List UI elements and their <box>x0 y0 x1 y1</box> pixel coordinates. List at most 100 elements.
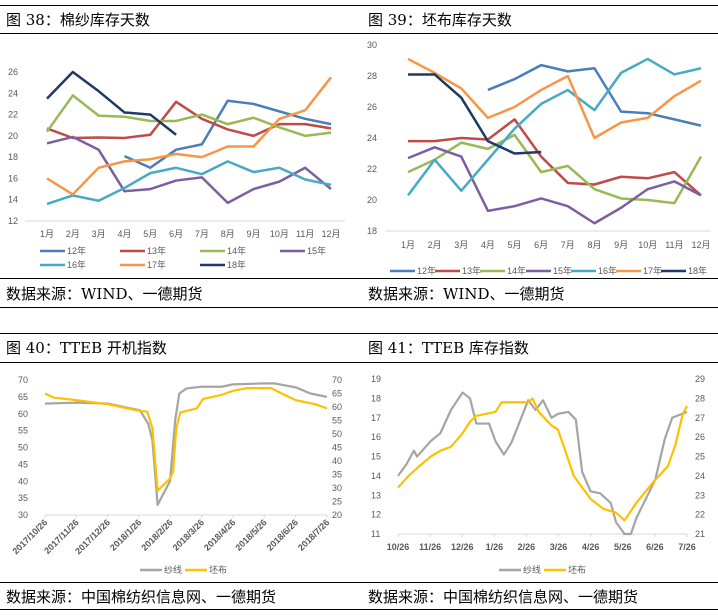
right-y-tick-label: 70 <box>332 375 342 385</box>
x-tick-label: 9月 <box>247 229 261 239</box>
x-tick-label: 7月 <box>195 229 209 239</box>
x-tick-label: 11/26 <box>419 542 441 552</box>
series-line-坯布 <box>397 397 688 522</box>
divider <box>0 278 718 279</box>
y-tick-label: 22 <box>8 110 18 120</box>
right-y-tick-label: 45 <box>332 443 342 453</box>
x-tick-label: 2/26 <box>518 542 536 552</box>
x-tick-label: 2018/3/26 <box>171 517 206 552</box>
left-y-tick-label: 60 <box>18 409 28 419</box>
right-y-tick-label: 28 <box>695 393 705 403</box>
x-tick-label: 2018/4/26 <box>202 517 237 552</box>
right-y-tick-label: 24 <box>695 471 705 481</box>
right-y-tick-label: 22 <box>695 510 705 520</box>
legend-label: 纱线 <box>164 564 182 575</box>
x-tick-label: 3月 <box>92 229 106 239</box>
series-line-12年 <box>487 63 702 127</box>
legend-label: 14年 <box>507 265 526 276</box>
series-line-16年 <box>406 57 702 197</box>
right-y-tick-label: 23 <box>695 490 705 500</box>
x-tick-label: 6/26 <box>646 542 664 552</box>
y-tick-label: 26 <box>8 67 18 77</box>
x-tick-label: 10月 <box>638 240 657 250</box>
x-tick-label: 12/26 <box>451 542 474 552</box>
divider <box>0 333 718 334</box>
left-y-tick-label: 50 <box>18 443 28 453</box>
series-line-13年 <box>408 118 702 197</box>
left-y-tick-label: 45 <box>18 459 28 469</box>
x-tick-label: 7月 <box>561 240 575 250</box>
right-y-tick-label: 50 <box>332 429 342 439</box>
series-line-纱线 <box>397 391 688 536</box>
x-tick-label: 11月 <box>665 240 683 250</box>
legend-label: 17年 <box>147 259 166 270</box>
x-tick-label: 11月 <box>296 229 314 239</box>
x-tick-label: 2018/7/26 <box>296 517 331 552</box>
y-tick-label: 16 <box>8 173 18 183</box>
legend-label: 12年 <box>67 245 86 256</box>
series-line-16年 <box>46 160 332 206</box>
y-tick-label: 12 <box>8 216 18 226</box>
x-tick-label: 1/26 <box>486 542 504 552</box>
x-tick-label: 1月 <box>40 229 54 239</box>
right-y-tick-label: 25 <box>332 497 342 507</box>
y-tick-label: 24 <box>367 133 377 143</box>
right-y-tick-label: 55 <box>332 416 342 426</box>
y-tick-label: 14 <box>8 195 18 205</box>
figure-38-source: 数据来源：WIND、一德期货 <box>6 285 203 303</box>
left-y-tick-label: 15 <box>371 452 381 462</box>
legend-label: 坯布 <box>209 564 227 575</box>
legend-label: 坯布 <box>568 564 586 575</box>
x-tick-label: 2月 <box>66 229 80 239</box>
right-y-tick-label: 27 <box>695 413 705 423</box>
figure-40-title: 图 40：TTEB 开机指数 <box>6 339 167 357</box>
left-y-tick-label: 16 <box>371 432 381 442</box>
left-y-tick-label: 55 <box>18 426 28 436</box>
y-tick-label: 28 <box>367 71 377 81</box>
x-tick-label: 5月 <box>143 229 157 239</box>
figure-38-title: 图 38：棉纱库存天数 <box>6 11 150 29</box>
x-tick-label: 7/26 <box>678 542 696 552</box>
x-tick-label: 2018/6/26 <box>265 517 300 552</box>
x-tick-label: 2月 <box>428 240 442 250</box>
left-y-tick-label: 18 <box>371 393 381 403</box>
divider <box>0 582 718 583</box>
left-y-tick-label: 17 <box>371 413 381 423</box>
legend-label: 17年 <box>643 265 662 276</box>
series-line-13年 <box>46 100 332 140</box>
divider <box>0 307 718 308</box>
right-y-tick-label: 60 <box>332 402 342 412</box>
legend-label: 纱线 <box>523 564 541 575</box>
series-line-18年 <box>46 70 177 136</box>
left-y-tick-label: 65 <box>18 392 28 402</box>
legend-label: 15年 <box>307 245 326 256</box>
left-y-tick-label: 19 <box>371 374 381 384</box>
left-y-tick-label: 35 <box>18 493 28 503</box>
left-y-tick-label: 30 <box>18 510 28 520</box>
x-tick-label: 2018/5/26 <box>233 517 268 552</box>
chart-greige-inventory-days: 18 20 22 24 26 28 30 1月 2月 3月 4月 5月 6月 7月 8月 9月 10月 11月 12… <box>367 40 711 276</box>
series-line-18年 <box>408 73 542 155</box>
right-y-tick-label: 26 <box>695 432 705 442</box>
y-tick-label: 20 <box>367 195 377 205</box>
x-tick-label: 2018/2/26 <box>139 517 174 552</box>
divider <box>0 609 718 610</box>
x-tick-label: 10月 <box>270 229 289 239</box>
right-y-tick-label: 35 <box>332 470 342 480</box>
figure-39-title: 图 39：坯布库存天数 <box>368 11 512 29</box>
figure-40-source: 数据来源：中国棉纺织信息网、一德期货 <box>6 588 277 606</box>
x-tick-label: 3月 <box>454 240 468 250</box>
divider <box>0 33 718 34</box>
x-tick-label: 2018/1/26 <box>108 517 143 552</box>
right-y-tick-label: 25 <box>695 452 705 462</box>
x-tick-label: 8月 <box>221 229 235 239</box>
y-tick-label: 30 <box>367 40 377 50</box>
chart-tteb-inventory-index: 11 12 13 14 15 16 17 18 19 21 22 23 24 25 26 27 28 29 10/2… <box>371 374 705 575</box>
x-tick-label: 12月 <box>321 229 340 239</box>
left-y-tick-label: 70 <box>18 375 28 385</box>
figure-39-source: 数据来源：WIND、一德期货 <box>368 285 565 303</box>
x-tick-label: 10/26 <box>387 542 410 552</box>
y-tick-label: 18 <box>367 226 377 236</box>
series-line-坯布 <box>44 387 328 492</box>
